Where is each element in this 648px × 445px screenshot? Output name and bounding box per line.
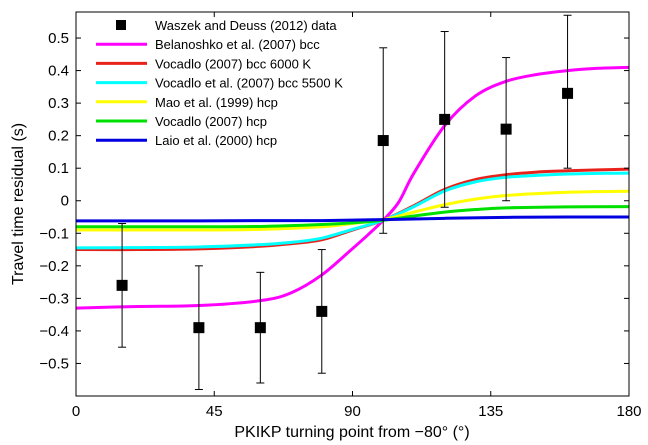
legend-label-3: Vocadlo et al. (2007) bcc 5500 K — [155, 76, 343, 91]
y-tick-label: −0.5 — [39, 355, 69, 372]
x-tick-label: 0 — [72, 403, 80, 420]
y-tick-label: −0.2 — [39, 258, 69, 275]
legend-label-6: Laio et al. (2000) hcp — [155, 133, 277, 148]
data-points — [116, 87, 574, 334]
data-point — [316, 305, 328, 317]
y-tick-label: 0.1 — [48, 160, 69, 177]
x-tick-label: 90 — [344, 403, 361, 420]
x-tick-label: 45 — [206, 403, 223, 420]
legend-label-4: Mao et al. (1999) hcp — [155, 95, 278, 110]
y-tick-label: −0.4 — [39, 323, 69, 340]
data-point — [254, 322, 266, 334]
data-point — [500, 123, 512, 135]
data-point — [193, 322, 205, 334]
legend-label-data: Waszek and Deuss (2012) data — [155, 18, 337, 33]
series-line-3 — [75, 171, 630, 250]
y-axis: −0.5 −0.4 −0.3 −0.2 −0.1 0 0.1 0.2 0.3 0.4 0.5 — [39, 30, 629, 372]
legend-label-5: Vocadlo (2007) hcp — [155, 114, 267, 129]
legend-marker-data — [116, 20, 126, 30]
data-point — [377, 135, 389, 147]
y-tick-label: −0.3 — [39, 290, 69, 307]
y-tick-label: 0.2 — [48, 128, 69, 145]
legend-label-1: Belanoshko et al. (2007) bcc — [155, 37, 320, 52]
model-curves — [75, 65, 630, 310]
legend: Waszek and Deuss (2012) data Belanoshko e… — [96, 18, 343, 148]
y-axis-label: Travel time residual (s) — [10, 123, 27, 285]
y-tick-label: 0.5 — [48, 30, 69, 47]
data-point — [562, 87, 574, 99]
series-line-1 — [75, 65, 630, 310]
y-tick-label: 0.3 — [48, 95, 69, 112]
y-tick-label: 0 — [61, 193, 69, 210]
x-tick-label: 135 — [478, 403, 503, 420]
data-point — [116, 279, 128, 291]
x-tick-label: 180 — [616, 403, 641, 420]
x-axis-label: PKIKP turning point from −80° (°) — [234, 424, 469, 441]
x-axis: 0 45 90 135 180 — [72, 12, 642, 420]
series-line-4 — [76, 189, 630, 232]
legend-label-2: Vocadlo (2007) bcc 6000 K — [155, 56, 311, 71]
series-line-6 — [76, 215, 630, 223]
y-tick-label: 0.4 — [48, 63, 69, 80]
y-tick-label: −0.1 — [39, 225, 69, 242]
data-point — [439, 113, 451, 125]
